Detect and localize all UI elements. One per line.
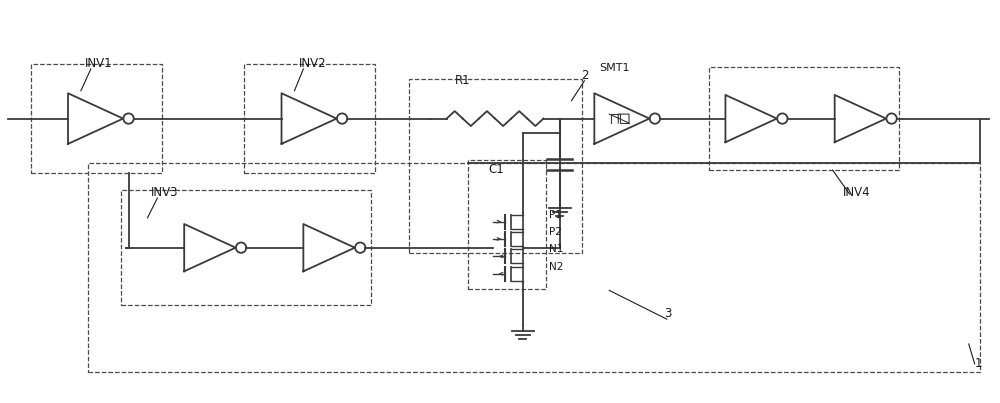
Text: N1: N1: [549, 244, 563, 254]
Text: N2: N2: [549, 262, 563, 272]
Text: P1: P1: [549, 210, 562, 220]
Text: INV4: INV4: [843, 186, 870, 199]
Text: P2: P2: [549, 227, 562, 237]
Text: INV2: INV2: [298, 57, 326, 70]
Text: INV3: INV3: [150, 186, 178, 199]
Text: SMT1: SMT1: [599, 63, 630, 73]
Text: INV1: INV1: [85, 57, 113, 70]
Text: 3: 3: [664, 307, 671, 320]
Text: C1: C1: [488, 163, 504, 176]
Text: R1: R1: [455, 74, 471, 87]
Text: 1: 1: [975, 357, 982, 370]
Text: 2: 2: [581, 69, 589, 82]
